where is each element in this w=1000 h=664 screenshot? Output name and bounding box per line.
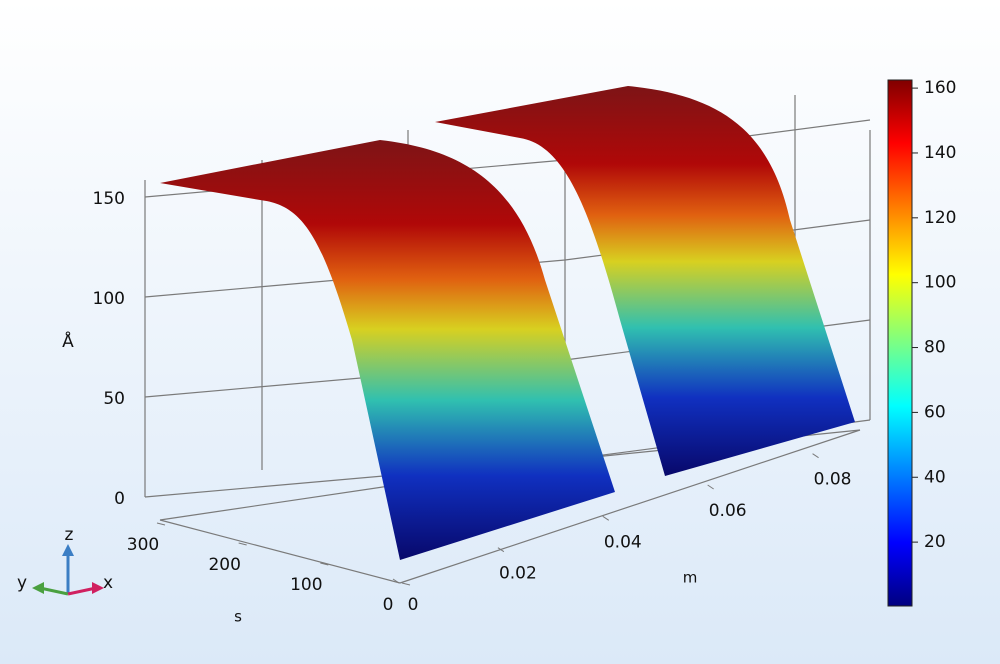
z-tick-label: 150 xyxy=(93,189,125,209)
tick-mark xyxy=(602,515,610,521)
colorbar-tick-label: 160 xyxy=(924,78,956,98)
triad-label: x xyxy=(103,573,113,593)
tick-mark xyxy=(707,484,714,490)
triad xyxy=(32,544,104,596)
colorbar-tick-label: 20 xyxy=(924,532,946,552)
s-tick-label: 100 xyxy=(290,575,322,595)
z-axis-label: Å xyxy=(62,330,74,352)
colorbar-tick-label: 40 xyxy=(924,467,946,487)
tick-mark xyxy=(238,542,247,546)
tick-mark xyxy=(401,582,411,586)
tick-mark xyxy=(392,578,400,584)
tick-mark xyxy=(320,562,329,566)
colorbar-tick-label: 100 xyxy=(924,273,956,293)
m-tick-label: 0.06 xyxy=(709,501,747,521)
s-tick-label: 0 xyxy=(383,595,394,615)
s-tick-label: 300 xyxy=(127,535,159,555)
surface-2 xyxy=(435,86,855,476)
surface-1 xyxy=(160,140,615,560)
z-tick-label: 50 xyxy=(103,389,125,409)
colorbar-tick-label: 140 xyxy=(924,143,956,163)
s-tick-label: 200 xyxy=(208,555,240,575)
colorbar-tick-label: 80 xyxy=(924,338,946,358)
colorbar xyxy=(887,79,913,607)
s-axis-label: s xyxy=(234,608,242,626)
tick-mark xyxy=(812,453,819,459)
m-tick-label: 0.04 xyxy=(604,532,642,552)
m-tick-label: 0.08 xyxy=(814,470,852,490)
z-tick-label: 100 xyxy=(93,289,125,309)
colorbar-tick-label: 120 xyxy=(924,208,956,228)
m-tick-label: 0 xyxy=(408,595,419,615)
triad-label: z xyxy=(65,525,74,545)
triad-label: y xyxy=(17,573,27,593)
tick-mark xyxy=(497,547,505,553)
m-axis-label: m xyxy=(683,569,698,587)
z-tick-label: 0 xyxy=(114,489,125,509)
tick-mark xyxy=(156,522,166,526)
m-tick-label: 0.02 xyxy=(499,564,537,584)
colorbar-tick-label: 60 xyxy=(924,402,946,422)
